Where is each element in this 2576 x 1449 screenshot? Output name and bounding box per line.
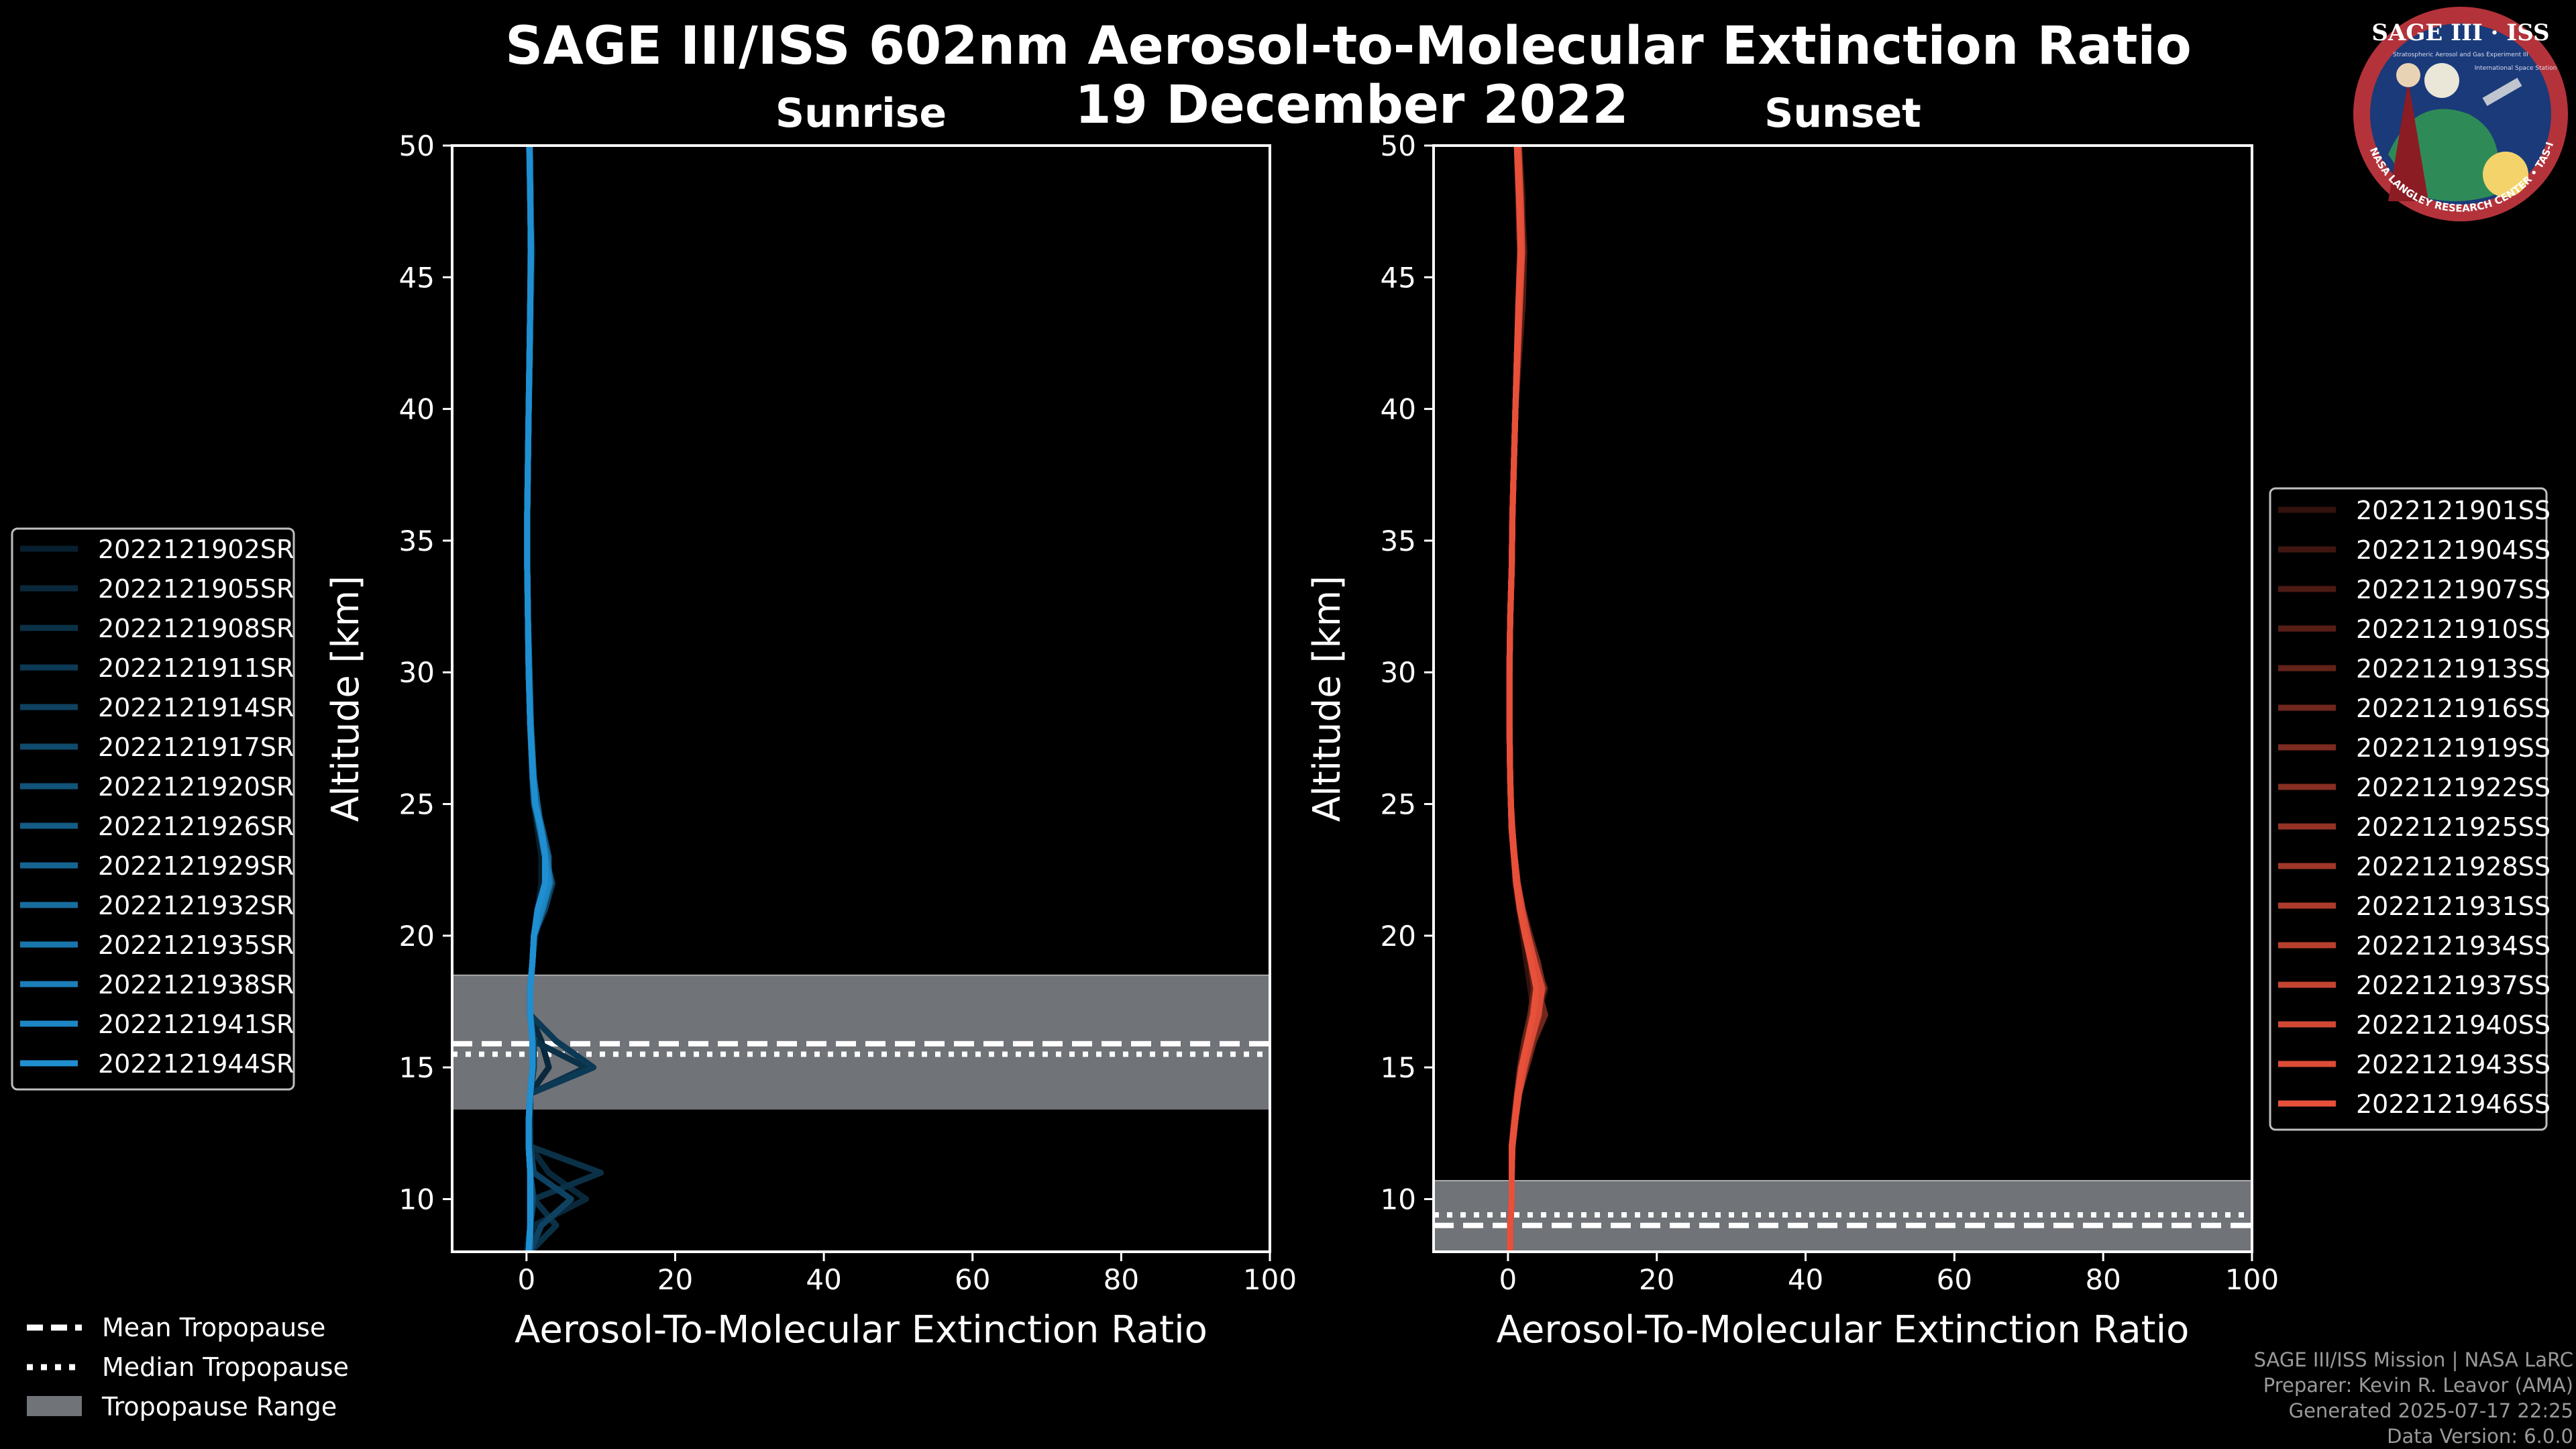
- sunset-series-2022121946SS: [1506, 146, 1540, 1252]
- sunrise-panel: 0 20 40 60 80 100 10 15 20 25 30 35 40 45 50 Aerosol-To…: [324, 90, 1297, 1352]
- sunset-ytick-label: 50: [1381, 129, 1416, 162]
- sunset-legend-frame: [2269, 487, 2548, 1131]
- sunset-legend: 2022121901SS 2022121904SS 2022121907SS 2022…: [2269, 487, 2551, 1131]
- sunset-legend-label: 2022121943SS: [2356, 1050, 2551, 1079]
- sunset-ytick-label: 45: [1381, 261, 1416, 294]
- sunrise-legend-label: 2022121932SR: [98, 891, 294, 920]
- sunrise-xtick-label: 80: [1104, 1263, 1139, 1296]
- sunset-legend-label: 2022121907SS: [2356, 575, 2551, 604]
- sunset-xtick-label: 0: [1499, 1263, 1517, 1296]
- sunrise-legend: 2022121902SR 2022121905SR 2022121908SR 2022…: [11, 527, 295, 1091]
- logo-iss-caption: International Space Station: [2475, 65, 2557, 72]
- sunset-subplot-title: Sunset: [1764, 90, 1921, 137]
- sunrise-legend-label: 2022121911SR: [98, 653, 294, 683]
- sunrise-ytick-label: 35: [399, 525, 435, 557]
- sunrise-xtick-label: 20: [657, 1263, 693, 1296]
- sunrise-legend-label: 2022121908SR: [98, 614, 294, 643]
- footer-generated: Generated 2025-07-17 22:25: [2288, 1399, 2573, 1422]
- footer-version: Data Version: 6.0.0: [2387, 1425, 2573, 1448]
- sunset-legend-label: 2022121937SS: [2356, 971, 2551, 1000]
- sunset-ytick-label: 35: [1381, 525, 1416, 557]
- logo-iss-icon: [2482, 77, 2522, 107]
- sunrise-legend-label: 2022121905SR: [98, 574, 294, 604]
- sunrise-ytick-label: 25: [399, 788, 435, 821]
- sunset-legend-label: 2022121931SS: [2356, 892, 2551, 921]
- sunset-legend-label: 2022121925SS: [2356, 812, 2551, 842]
- footer-preparer: Preparer: Kevin R. Leavor (AMA): [2263, 1374, 2573, 1397]
- sunrise-subplot-title: Sunrise: [775, 90, 947, 137]
- figure-date: 19 December 2022: [1075, 75, 1628, 136]
- sunset-legend-label: 2022121946SS: [2356, 1089, 2551, 1119]
- sunrise-legend-label: 2022121941SR: [98, 1010, 294, 1039]
- sunset-ytick-label: 15: [1381, 1051, 1416, 1084]
- sunrise-ytick-label: 45: [399, 261, 435, 294]
- sunset-ytick-label: 20: [1381, 920, 1416, 953]
- sunrise-legend-label: 2022121902SR: [98, 535, 294, 564]
- sunrise-ytick-label: 10: [399, 1183, 435, 1216]
- sunset-axes-frame: [1432, 144, 2253, 1253]
- sunrise-legend-label: 2022121938SR: [98, 970, 294, 1000]
- tropopause-range-label: Tropopause Range: [101, 1392, 337, 1421]
- mean-tropopause-label: Mean Tropopause: [102, 1313, 325, 1342]
- sunrise-xtick-label: 0: [517, 1263, 535, 1296]
- sunrise-legend-label: 2022121929SR: [98, 851, 294, 881]
- sunset-legend-label: 2022121922SS: [2356, 773, 2551, 802]
- sunset-ytick-label: 30: [1381, 656, 1416, 689]
- sunrise-ytick-label: 40: [399, 393, 435, 426]
- sunrise-xtick-label: 100: [1243, 1263, 1297, 1296]
- figure-title: SAGE III/ISS 602nm Aerosol-to-Molecular …: [505, 16, 2192, 76]
- sunset-xtick-label: 100: [2225, 1263, 2279, 1296]
- sunset-panel: 0 20 40 60 80 100 10 15 20 25 30 35 40 45 50 Aerosol-To…: [1305, 90, 2279, 1352]
- sunset-legend-label: 2022121901SS: [2356, 496, 2551, 525]
- sunset-legend-label: 2022121919SS: [2356, 733, 2551, 763]
- logo-moon-icon: [2424, 63, 2459, 98]
- sunset-xtick-label: 60: [1937, 1263, 1972, 1296]
- sunrise-legend-label: 2022121935SR: [98, 930, 294, 960]
- sunrise-ytick-label: 30: [399, 656, 435, 689]
- sunset-ytick-label: 25: [1381, 788, 1416, 821]
- sunrise-legend-label: 2022121917SR: [98, 733, 294, 762]
- sunrise-xtick-label: 40: [806, 1263, 841, 1296]
- sunset-legend-label: 2022121916SS: [2356, 694, 2551, 723]
- sunset-plot-area: [1434, 146, 2252, 1252]
- sunrise-ytick-label: 20: [399, 920, 435, 953]
- sunrise-legend-label: 2022121926SR: [98, 812, 294, 841]
- sunrise-legend-label: 2022121944SR: [98, 1049, 294, 1079]
- sunset-ytick-label: 40: [1381, 393, 1416, 426]
- median-tropopause-label: Median Tropopause: [102, 1352, 349, 1382]
- tropopause-range-swatch: [27, 1396, 82, 1416]
- sunrise-yaxis-label: Altitude [km]: [324, 576, 368, 822]
- logo-subtitle-text: Stratospheric Aerosol and Gas Experiment…: [2393, 52, 2528, 58]
- sunrise-legend-label: 2022121914SR: [98, 693, 294, 722]
- sunset-legend-label: 2022121910SS: [2356, 614, 2551, 644]
- logo-figure-icon: [2388, 80, 2428, 201]
- logo-figure-head-icon: [2396, 63, 2420, 87]
- tropopause-legend: Mean Tropopause Median Tropopause Tropop…: [27, 1313, 349, 1421]
- sunset-ytick-label: 10: [1381, 1183, 1416, 1216]
- sunset-xtick-label: 20: [1639, 1263, 1674, 1296]
- sunset-legend-label: 2022121913SS: [2356, 654, 2551, 684]
- sunrise-xaxis-label: Aerosol-To-Molecular Extinction Ratio: [515, 1308, 1208, 1352]
- sunset-xtick-label: 40: [1788, 1263, 1823, 1296]
- sunrise-legend-frame: [11, 527, 295, 1091]
- sunset-legend-label: 2022121928SS: [2356, 852, 2551, 881]
- sunrise-ytick-label: 15: [399, 1051, 435, 1084]
- sunset-xtick-label: 80: [2085, 1263, 2121, 1296]
- sunrise-ytick-label: 50: [399, 129, 435, 162]
- logo-sun-icon: [2483, 152, 2528, 197]
- sunrise-axes-frame: [451, 144, 1271, 1253]
- sunset-xaxis-label: Aerosol-To-Molecular Extinction Ratio: [1497, 1308, 2190, 1352]
- sunset-legend-label: 2022121904SS: [2356, 535, 2551, 565]
- sunset-legend-label: 2022121934SS: [2356, 931, 2551, 961]
- sunrise-series-2022121944SR: [524, 146, 548, 1252]
- logo-title-text: SAGE III · ISS: [2371, 19, 2549, 46]
- sunset-yaxis-label: Altitude [km]: [1305, 576, 1349, 822]
- footer-mission: SAGE III/ISS Mission | NASA LaRC: [2253, 1348, 2573, 1371]
- sunrise-legend-label: 2022121920SR: [98, 772, 294, 802]
- sunrise-xtick-label: 60: [955, 1263, 990, 1296]
- sunset-legend-label: 2022121940SS: [2356, 1010, 2551, 1040]
